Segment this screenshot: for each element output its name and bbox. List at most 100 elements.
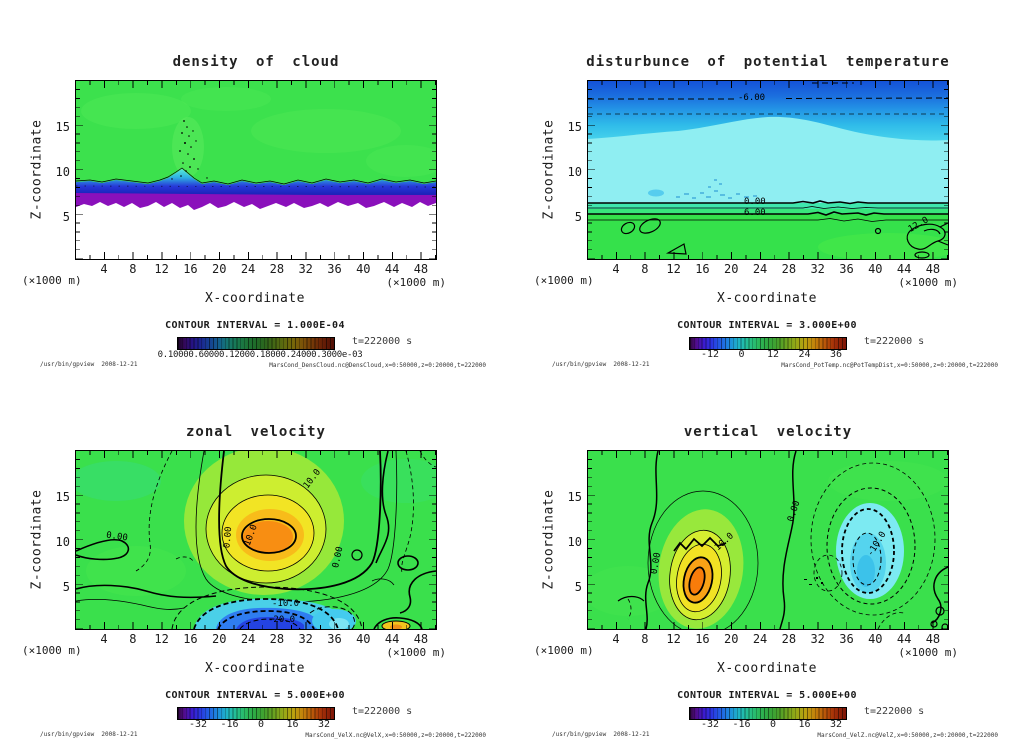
x-tick-label: 44 — [384, 632, 400, 646]
panel-title: vertical velocity — [683, 423, 853, 440]
footer-command: /usr/bin/gpview 2008-12-21 — [40, 361, 138, 368]
positive-rings — [647, 490, 759, 629]
colorbar-tick-label: 0 — [257, 719, 265, 730]
colorbar-tick-labels: -32 -16 0 16 32 — [695, 719, 851, 730]
plot-area: 0.00 10.0 0.00 -10.0 — [587, 450, 949, 630]
x-axis-label: X-coordinate — [717, 661, 817, 676]
colorbar — [689, 707, 847, 720]
colorbar-tick-label: 16 — [798, 719, 811, 730]
colorbar-tick-label: -32 — [700, 719, 720, 730]
x-tick-label: 32 — [298, 632, 313, 646]
cloud-deck-band — [76, 169, 436, 199]
right-side-contours — [351, 451, 436, 614]
x-tick-label: 12 — [666, 262, 681, 276]
colorbar-tick-label: -16 — [732, 719, 751, 730]
panel-density-of-cloud: density of cloud Z-coordinate — [0, 0, 512, 370]
x-tick-label: 28 — [781, 262, 797, 276]
y-tick-label: 15 — [567, 490, 582, 504]
x-tick-label: 16 — [695, 262, 710, 276]
x-tick-label: 36 — [327, 262, 342, 276]
solid-contours — [588, 200, 948, 222]
colorbar-tick-label: -12 — [700, 349, 720, 360]
y-tick-label: 10 — [55, 535, 70, 549]
x-tick-label: 48 — [413, 262, 429, 276]
x-tick-label: 28 — [269, 632, 285, 646]
y-tick-label: 10 — [567, 165, 582, 179]
x-tick-label: 16 — [183, 262, 198, 276]
colorbar-gradient — [178, 338, 334, 349]
x-tick-label: 24 — [240, 262, 256, 276]
x-tick-label: 4 — [100, 262, 108, 276]
x-axis-label: X-coordinate — [717, 291, 817, 306]
x-tick-label: 36 — [839, 262, 854, 276]
contour-interval-label: CONTOUR INTERVAL = 5.000E+00 — [677, 690, 857, 701]
colorbar-tick-label: 0 — [738, 349, 745, 360]
panel-potential-temperature: disturbunce of potential temperature Z-c… — [512, 0, 1024, 370]
contour-field — [76, 451, 436, 629]
contour-label: -20.0 — [268, 615, 296, 625]
cloud-speckles — [171, 120, 208, 180]
y-axis-unit: (×1000 m) — [22, 274, 82, 287]
contour-line-top — [76, 167, 436, 185]
footer-datasource: MarsCond_VelX.nc@VelX,x=0:50000,z=0:2000… — [305, 732, 486, 739]
colorbar-tick-labels: -12 0 12 24 36 — [695, 349, 851, 360]
thick-zero-contours — [617, 451, 948, 629]
x-tick-label: 32 — [810, 632, 825, 646]
contour-field — [588, 81, 948, 259]
x-tick-label: 44 — [896, 632, 912, 646]
y-tick-label: 10 — [55, 165, 70, 179]
x-tick-label: 16 — [183, 632, 198, 646]
colorbar-tick-label: 16 — [286, 719, 299, 730]
x-tick-label: 4 — [612, 632, 620, 646]
x-tick-label: 16 — [695, 632, 710, 646]
colorbar — [689, 337, 847, 350]
contour-label: -6.00 — [738, 93, 766, 103]
x-tick-label: 40 — [868, 262, 883, 276]
footer-command: /usr/bin/gpview 2008-12-21 — [552, 731, 650, 738]
x-tick-label: 44 — [896, 262, 912, 276]
colorbar-gradient — [178, 708, 334, 719]
y-axis-unit: (×1000 m) — [534, 644, 594, 657]
plot-area — [75, 80, 437, 260]
light-cyan-dome — [588, 116, 948, 203]
footer-datasource: MarsCond_DensCloud.nc@DensCloud,x=0:5000… — [269, 362, 486, 369]
colorbar-tick-label: 12 — [766, 349, 780, 360]
panel-zonal-velocity: zonal velocity Z-coordinate — [0, 370, 512, 740]
tiny-marks — [804, 577, 823, 585]
x-axis-unit: (×1000 m) — [386, 276, 446, 289]
y-tick-label: 10 — [567, 535, 582, 549]
colorbar — [177, 337, 335, 350]
time-label: t=222000 s — [352, 336, 413, 347]
time-label: t=222000 s — [864, 706, 925, 717]
x-tick-label: 24 — [752, 262, 768, 276]
contour-label: 0.00 — [744, 197, 766, 207]
colorbar-gradient — [690, 708, 846, 719]
x-axis-label: X-coordinate — [205, 291, 305, 306]
plot-area: -6.00 0.00 6.00 12.0 — [587, 80, 949, 260]
panel-vertical-velocity: vertical velocity Z-coordinate — [512, 370, 1024, 740]
x-tick-label: 8 — [129, 262, 137, 276]
x-axis-unit: (×1000 m) — [386, 646, 446, 659]
contour-field — [588, 451, 948, 629]
contour-interval-label: CONTOUR INTERVAL = 3.000E+00 — [677, 320, 857, 331]
x-tick-label: 48 — [413, 632, 429, 646]
y-tick-label: 15 — [55, 120, 70, 134]
x-axis-ticks: 4 8 12 16 20 24 28 32 36 40 44 48 — [604, 632, 945, 646]
x-tick-label: 12 — [154, 262, 169, 276]
contour-field — [76, 81, 436, 210]
left-zero-contour — [76, 538, 217, 610]
x-tick-label: 40 — [356, 262, 371, 276]
x-tick-label: 8 — [641, 632, 649, 646]
colorbar-tick-label: 36 — [829, 349, 843, 360]
x-tick-label: 12 — [154, 632, 169, 646]
contour-label: 0.00 — [222, 526, 235, 549]
panel-title: zonal velocity — [185, 423, 326, 440]
colorbar-gradient — [690, 338, 846, 349]
colorbar-tick-labels: -32 -16 0 16 32 — [183, 719, 339, 730]
x-tick-label: 20 — [212, 262, 227, 276]
negative-fill — [836, 503, 904, 599]
x-tick-label: 20 — [724, 632, 739, 646]
x-tick-label: 40 — [868, 632, 883, 646]
y-tick-label: 5 — [62, 210, 70, 224]
